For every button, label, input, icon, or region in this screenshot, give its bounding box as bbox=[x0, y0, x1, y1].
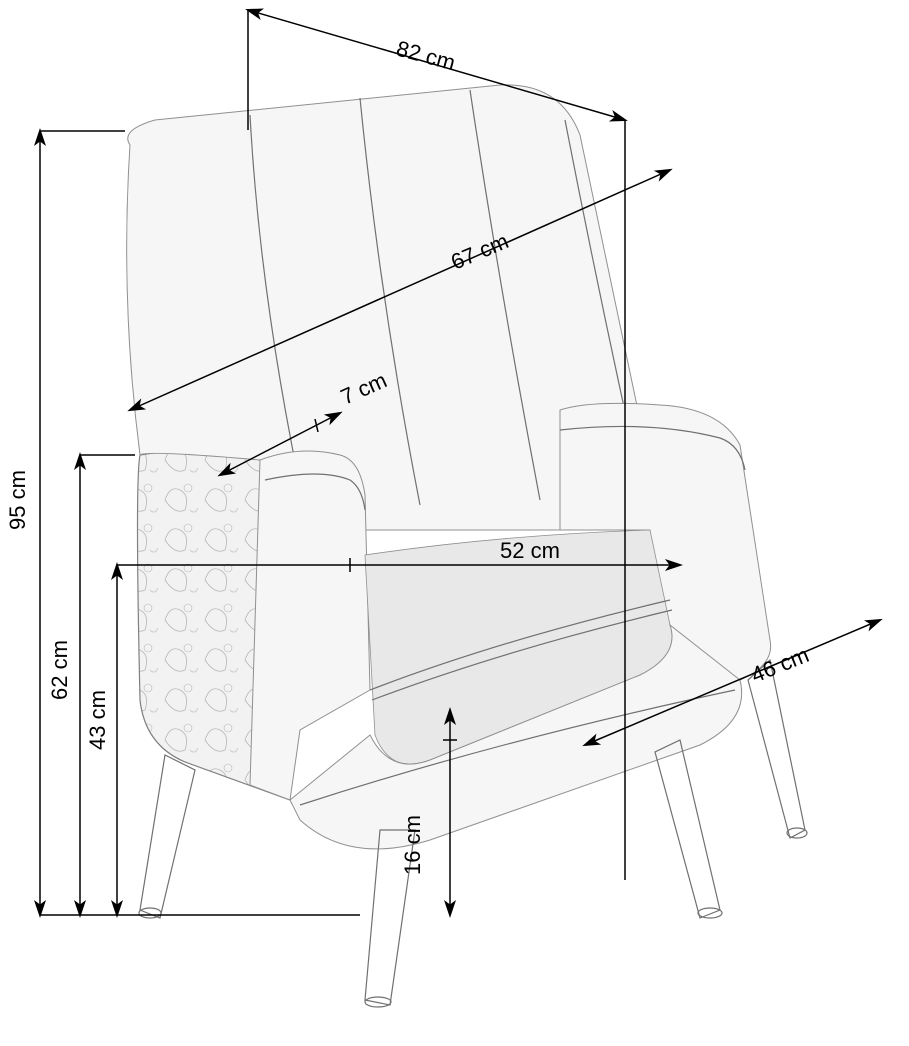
dim-depth-top-label: 82 cm bbox=[394, 36, 458, 76]
dim-arm-height-label: 62 cm bbox=[47, 640, 72, 700]
dim-seat-height-label: 43 cm bbox=[85, 690, 110, 750]
dim-under-seat-label: 16 cm bbox=[400, 815, 425, 875]
armchair-sketch bbox=[127, 85, 807, 1007]
dim-total-height-label: 95 cm bbox=[5, 470, 30, 530]
dim-seat-width-label: 52 cm bbox=[500, 538, 560, 563]
armchair-dimension-diagram: 82 cm 67 cm 7 cm 52 cm 46 cm 16 cm bbox=[0, 0, 909, 1046]
dim-arm-height: 62 cm bbox=[47, 455, 135, 915]
